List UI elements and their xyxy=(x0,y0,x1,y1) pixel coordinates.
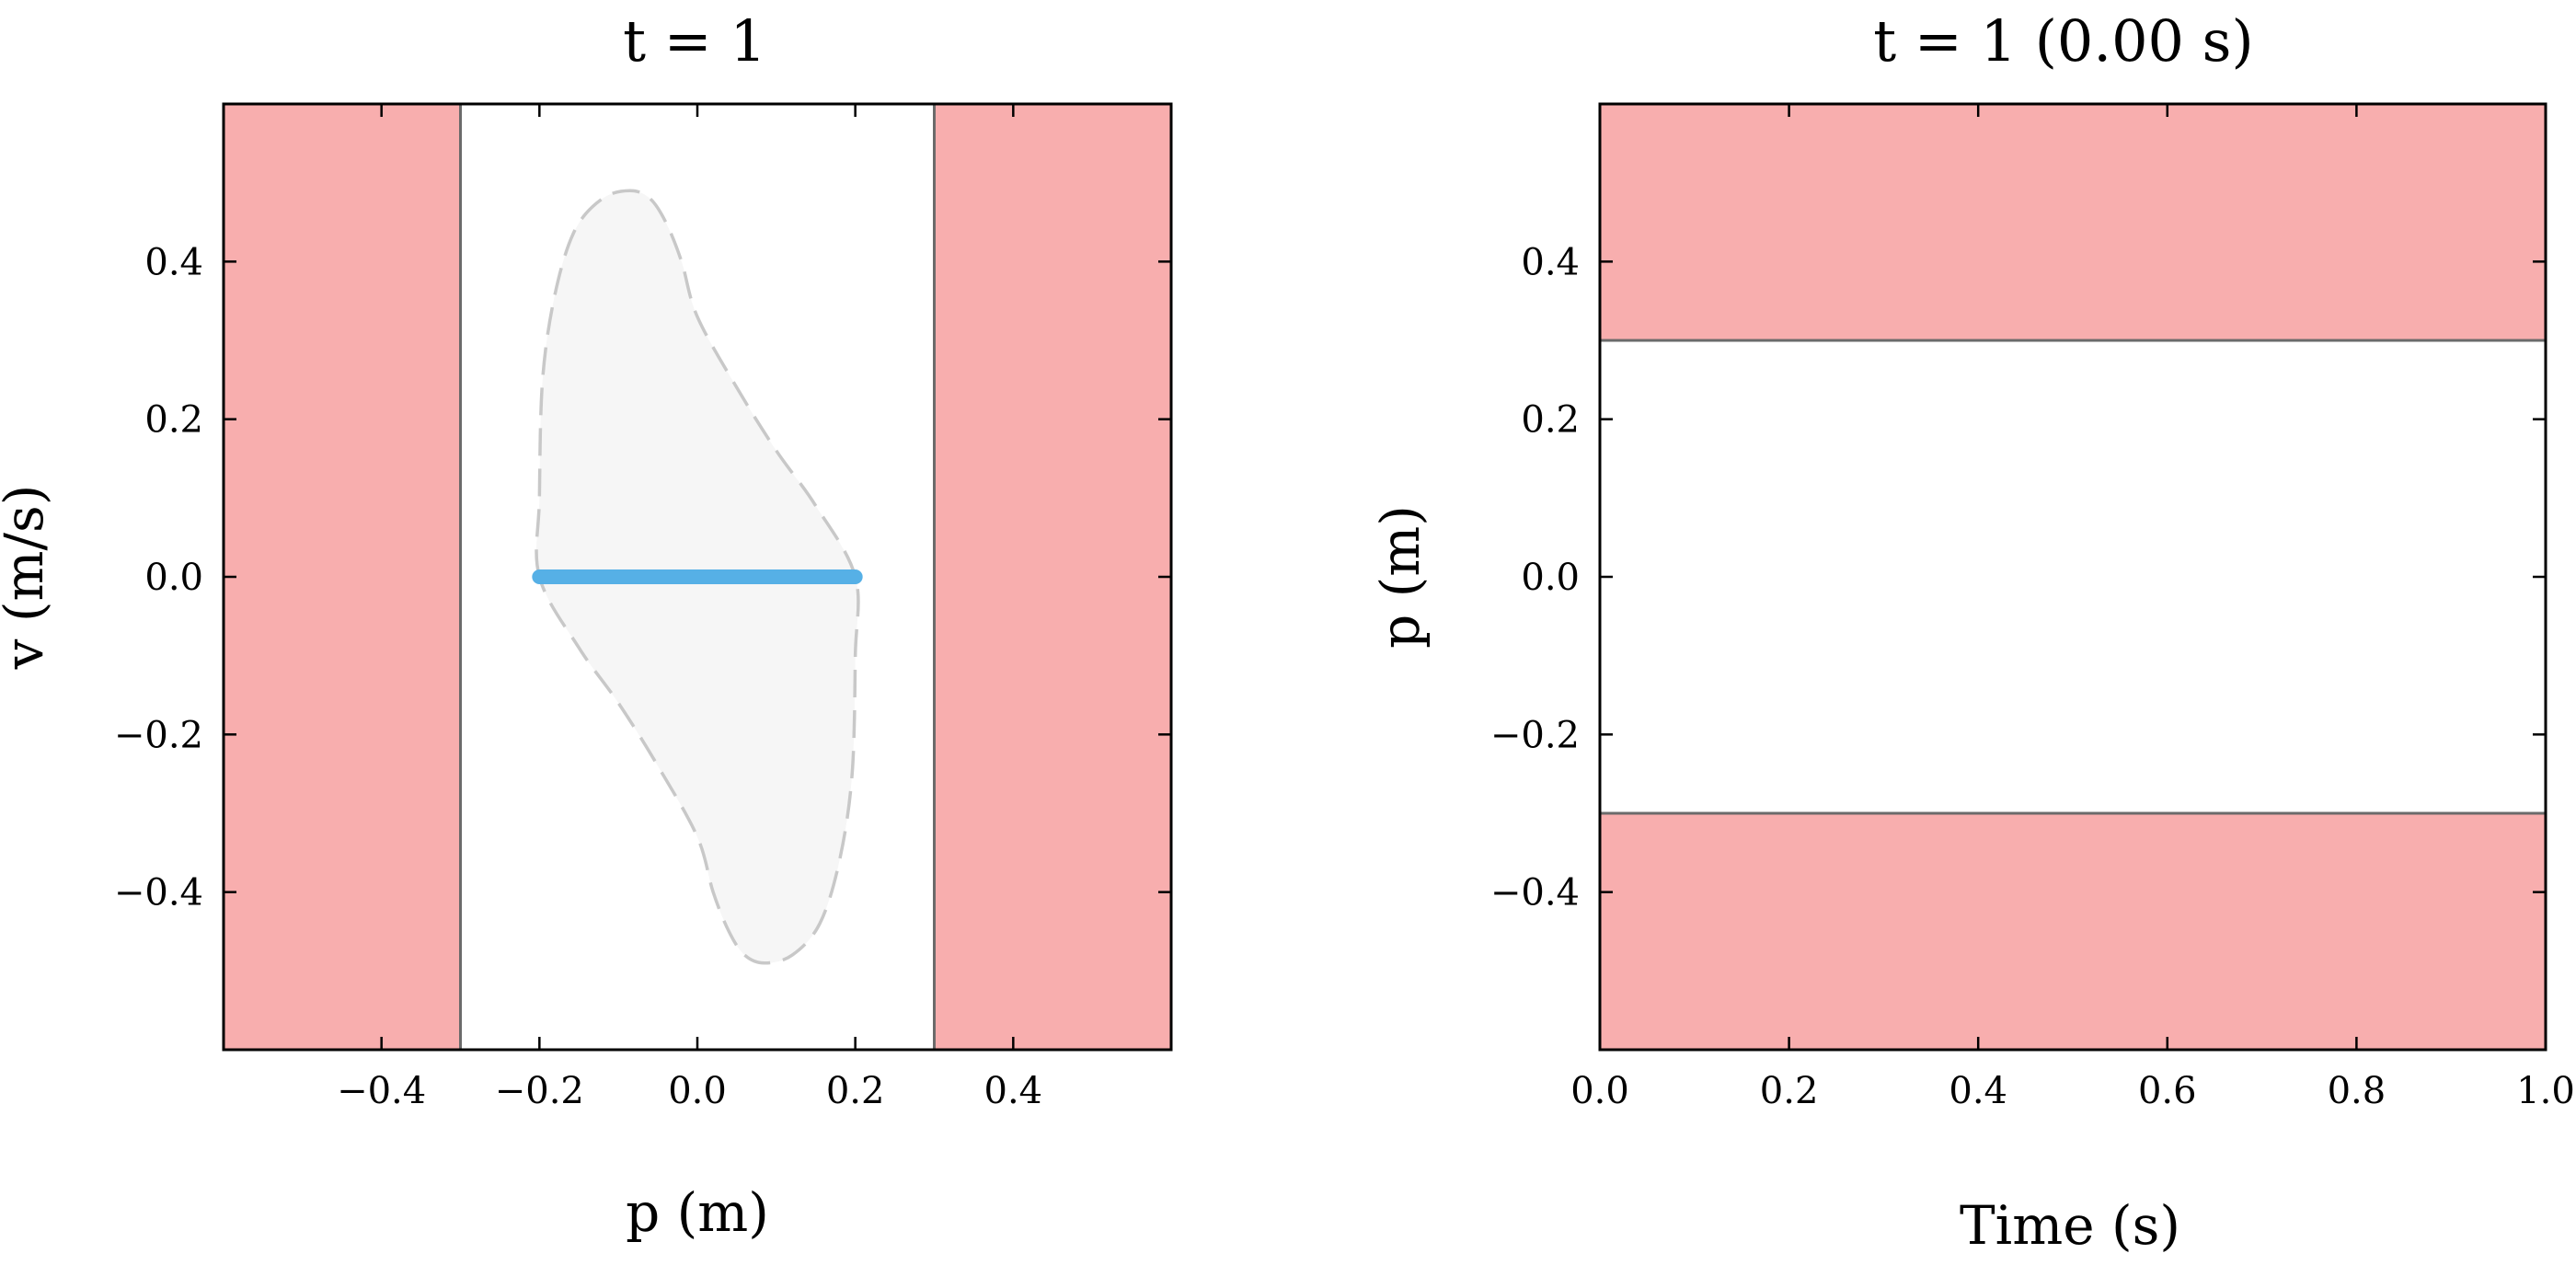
y-tick-label: −0.4 xyxy=(1490,872,1580,914)
position-time-panel: t = 1 (0.00 s) 0.0 0.2 0.4 0.6 0.8 1.0 −0.4 −0.… xyxy=(1369,7,2575,1257)
y-tick-label: −0.2 xyxy=(114,714,203,756)
left-y-axis-label: v (m/s) xyxy=(0,485,55,671)
y-tick-label: 0.4 xyxy=(144,241,203,283)
forbidden-region-0 xyxy=(1600,104,2546,340)
right-y-axis-label: p (m) xyxy=(1369,505,1432,649)
x-tick-label: −0.4 xyxy=(337,1070,426,1112)
left-x-axis-label: p (m) xyxy=(626,1181,769,1244)
x-tick-label: 0.0 xyxy=(1570,1070,1629,1112)
phase-portrait-panel: t = 1 −0.4 −0.2 0.0 0.2 0.4 −0.4 −0.2 0.0 0.2 0.4… xyxy=(0,7,1173,1244)
x-tick-label: 0.0 xyxy=(668,1070,727,1112)
y-tick-label: 0.4 xyxy=(1521,241,1580,283)
x-tick-label: 0.4 xyxy=(1949,1070,2007,1112)
y-tick-label: 0.0 xyxy=(1521,557,1580,599)
forbidden-region-0 xyxy=(224,104,461,1050)
y-tick-label: 0.2 xyxy=(144,399,203,442)
x-tick-label: −0.2 xyxy=(495,1070,584,1112)
y-tick-label: −0.2 xyxy=(1490,714,1580,756)
x-tick-label: 0.2 xyxy=(826,1070,885,1112)
y-tick-label: 0.0 xyxy=(144,557,203,599)
x-tick-label: 0.4 xyxy=(984,1070,1043,1112)
y-tick-label: 0.2 xyxy=(1521,399,1580,442)
forbidden-region-1 xyxy=(1600,813,2546,1050)
left-chart-title: t = 1 xyxy=(623,7,766,75)
x-tick-label: 1.0 xyxy=(2516,1070,2575,1112)
right-chart-title: t = 1 (0.00 s) xyxy=(1873,7,2253,75)
x-tick-label: 0.8 xyxy=(2328,1070,2386,1112)
y-tick-label: −0.4 xyxy=(114,872,203,914)
left-plot-frame xyxy=(222,102,1173,1052)
right-x-axis-label: Time (s) xyxy=(1960,1194,2180,1257)
right-plot-frame xyxy=(1598,102,2547,1052)
x-tick-label: 0.2 xyxy=(1760,1070,1819,1112)
forbidden-region-1 xyxy=(934,104,1171,1050)
x-tick-label: 0.6 xyxy=(2138,1070,2197,1112)
